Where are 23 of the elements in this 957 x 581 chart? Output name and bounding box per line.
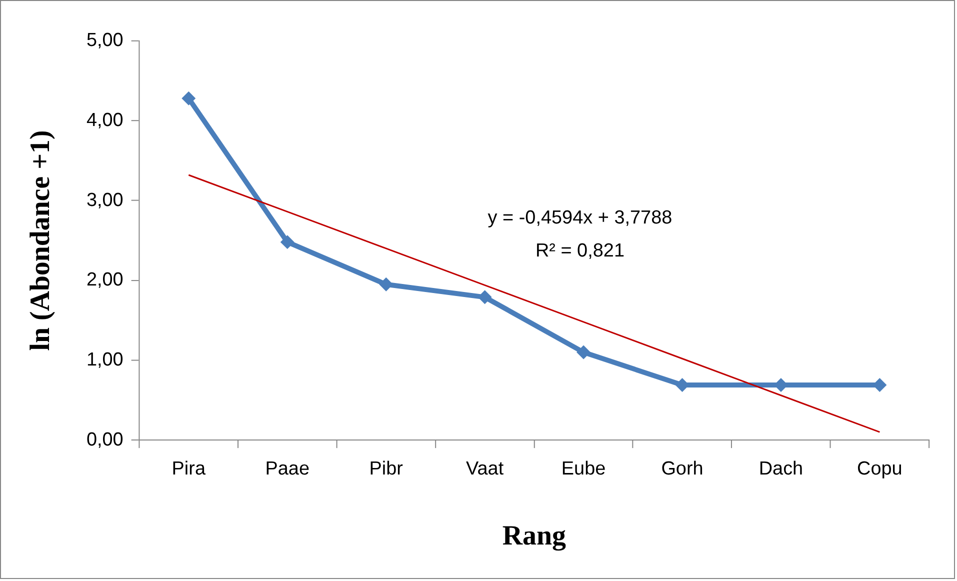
x-tick-label: Vaat (466, 458, 504, 480)
point (478, 290, 492, 304)
x-tick-label: Gorh (661, 458, 704, 480)
y-tick-label: 3,00 (86, 190, 124, 211)
x-tick-label: Pibr (369, 458, 403, 480)
point (280, 235, 294, 250)
x-tick-label: Copu (857, 458, 902, 480)
x-tick-label: Paae (265, 458, 310, 480)
annotation: R² = 0,821 (535, 240, 624, 262)
y-tick-label: 2,00 (86, 270, 124, 291)
y-tick-label: 1,00 (86, 349, 124, 370)
x-tick-label: Dach (758, 458, 804, 480)
point (379, 277, 394, 292)
x-tick-label: Pira (172, 458, 206, 480)
point (576, 345, 591, 360)
x-tick-label: Eube (561, 458, 606, 480)
x-axis-title: Rang (502, 520, 566, 552)
y-tick-label: 5,00 (86, 30, 124, 52)
annotation: y = -0,4594x + 3,7788 (488, 208, 672, 229)
y-axis-title: ln (Abondance +1) (24, 130, 56, 351)
y-tick-label: 4,00 (86, 110, 124, 131)
y-tick-label: 0,00 (86, 429, 124, 450)
point (182, 91, 196, 106)
